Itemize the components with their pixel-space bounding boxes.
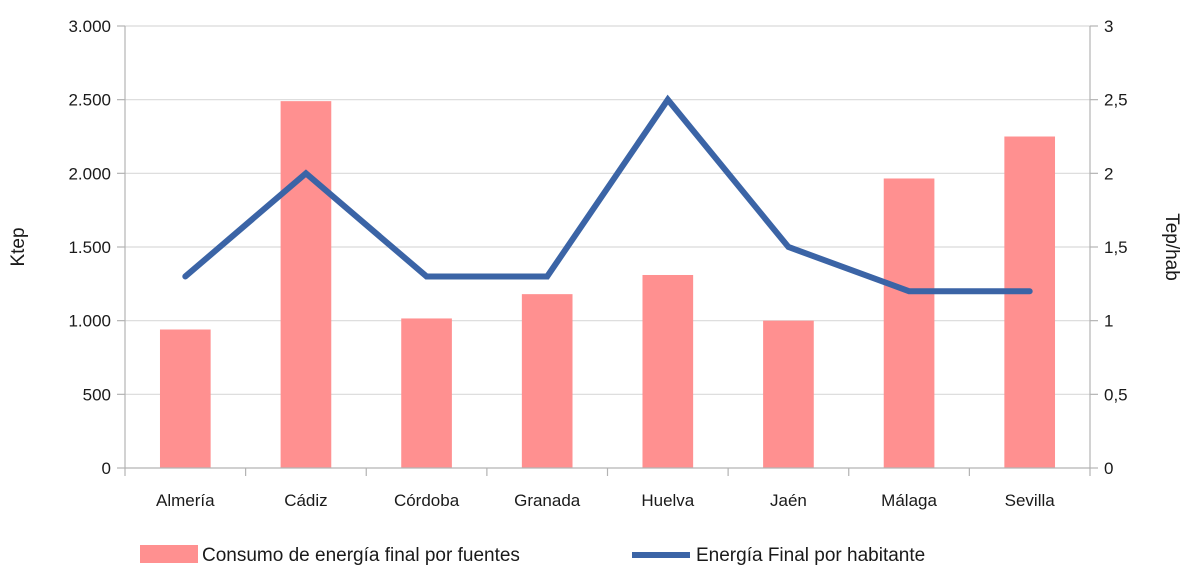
left-axis-title: Ktep (8, 227, 29, 266)
left-axis-ticks: 0 500 1.000 1.500 2.000 2.500 3.000 (68, 17, 111, 478)
legend-item-line: Energía Final por habitante (632, 545, 925, 566)
bar (763, 320, 814, 468)
legend-bar-swatch (140, 545, 198, 563)
right-axis-ticks: 0 0,5 1 1,5 2 2,5 3 (1104, 17, 1128, 478)
right-tick-label: 0 (1104, 459, 1113, 478)
legend-item-bar: Consumo de energía final por fuentes (140, 545, 520, 566)
x-axis-ticks: Almería Cádiz Córdoba Granada Huelva Jaén Mála… (156, 491, 1055, 510)
x-tick-label: Málaga (881, 491, 937, 510)
left-tick-label: 0 (102, 459, 111, 478)
right-axis-title: Tep/hab (1161, 213, 1182, 281)
right-tick-label: 2 (1104, 164, 1113, 183)
left-tick-label: 3.000 (68, 17, 111, 36)
left-tick-label: 2.500 (68, 91, 111, 110)
x-tick-label: Granada (514, 491, 581, 510)
series-line (182, 94, 1033, 295)
right-tick-label: 3 (1104, 17, 1113, 36)
x-tick-label: Sevilla (1005, 491, 1056, 510)
bar (159, 329, 211, 468)
left-tick-label: 500 (83, 385, 111, 404)
x-tick-label: Cádiz (284, 491, 327, 510)
right-tick-label: 0,5 (1104, 385, 1128, 404)
left-tick-label: 1.000 (68, 312, 111, 331)
legend-line-label: Energía Final por habitante (696, 545, 925, 566)
axes (117, 25, 1098, 476)
bar (280, 101, 332, 468)
bar (642, 274, 694, 468)
bar (401, 318, 452, 468)
right-tick-label: 2,5 (1104, 91, 1128, 110)
x-tick-label: Jaén (770, 491, 807, 510)
left-tick-label: 2.000 (68, 164, 111, 183)
left-tick-label: 1.500 (68, 238, 111, 257)
x-tick-label: Córdoba (394, 491, 460, 510)
legend-bar-label: Consumo de energía final por fuentes (202, 545, 520, 566)
bar (883, 178, 935, 469)
right-tick-label: 1 (1104, 312, 1113, 331)
x-tick-label: Huelva (641, 491, 694, 510)
legend: Consumo de energía final por fuentes Ene… (140, 545, 925, 566)
right-tick-label: 1,5 (1104, 238, 1128, 257)
x-tick-label: Almería (156, 491, 215, 510)
gridlines (125, 25, 1090, 395)
bar (1004, 136, 1056, 468)
bar (521, 294, 573, 468)
bar-series (159, 101, 1056, 469)
line-series (182, 94, 1033, 295)
